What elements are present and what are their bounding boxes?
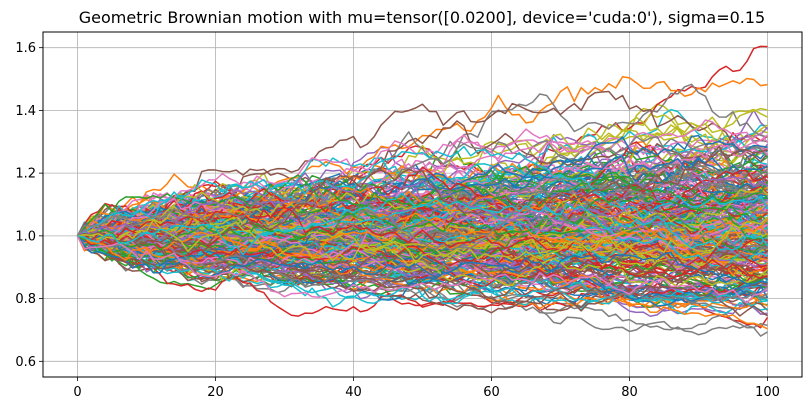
series-line (77, 185, 768, 251)
x-tick-label: 60 (483, 385, 500, 400)
y-tick-label: 1.2 (15, 167, 36, 182)
series-line (77, 172, 768, 237)
series-line (77, 185, 769, 237)
y-tick-label: 1.6 (15, 41, 36, 56)
x-tick-label: 20 (207, 385, 224, 400)
series-line (77, 135, 769, 243)
y-tick-label: 0.6 (15, 355, 36, 370)
series-line (77, 134, 768, 237)
series-line (77, 166, 768, 248)
series-line (77, 216, 769, 264)
series-line (77, 235, 768, 305)
y-tick-label: 1.4 (15, 104, 36, 119)
series-line (77, 218, 768, 271)
series-line (77, 195, 768, 251)
chart-title: Geometric Brownian motion with mu=tensor… (79, 8, 765, 27)
series-paths (76, 45, 769, 337)
series-line (77, 169, 768, 240)
series-line (77, 192, 769, 256)
x-tick-label: 40 (345, 385, 362, 400)
y-tick-label: 0.8 (15, 292, 36, 307)
series-line (76, 171, 769, 237)
series-line (77, 145, 769, 237)
series-line (76, 235, 768, 304)
series-line (77, 212, 769, 262)
axis-ticks: 0 20 40 60 80 100 0.6 0.8 1.0 1.2 1.4 1.6 (15, 41, 780, 400)
x-tick-label: 100 (755, 385, 780, 400)
series-line (76, 174, 768, 252)
series-line (77, 155, 768, 243)
series-line (77, 194, 768, 241)
series-line (77, 197, 768, 258)
x-tick-label: 80 (621, 385, 638, 400)
series-line (77, 193, 768, 269)
series-line (77, 235, 768, 280)
series-line (77, 190, 768, 261)
series-line (77, 214, 768, 260)
series-line (77, 231, 768, 305)
y-tick-label: 1.0 (15, 229, 36, 244)
series-line (77, 145, 768, 248)
x-tick-label: 0 (73, 385, 81, 400)
series-line (76, 190, 768, 255)
plot-frame (42, 31, 803, 378)
